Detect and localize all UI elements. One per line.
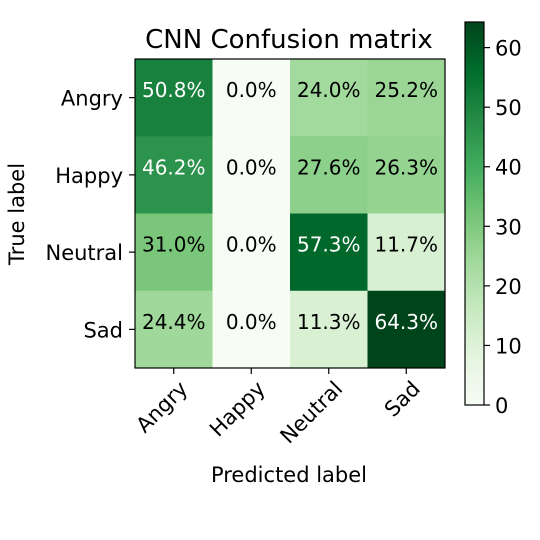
heatmap-cell-happy-happy xyxy=(212,136,291,214)
y-tick-label: Happy xyxy=(55,164,123,188)
heatmap-cell-label: 0.0% xyxy=(226,78,277,102)
plot-frame xyxy=(134,58,446,369)
heatmap-cell-label: 26.3% xyxy=(374,155,438,179)
heatmap-cell-label: 11.3% xyxy=(297,310,361,334)
heatmap-cell-neutral-neutral xyxy=(290,213,368,292)
y-tick-label: Sad xyxy=(83,318,123,342)
colorbar-tick-label: 0 xyxy=(495,394,508,418)
heatmap-cell-label: 64.3% xyxy=(374,310,438,334)
heatmap-cell-label: 0.0% xyxy=(226,155,277,179)
y-axis-ticks: Angry Happy Neutral Sad xyxy=(45,87,135,342)
heatmap-cell-labels: 50.8% 0.0% 24.0% 25.2% 46.2% 0.0% 27.6% 26.3% 31… xyxy=(142,78,438,334)
heatmap-cell-label: 0.0% xyxy=(226,310,277,334)
heatmap-cell-sad-sad xyxy=(367,290,446,369)
heatmap-cell-neutral-angry xyxy=(135,213,213,292)
heatmap-cell-angry-angry xyxy=(135,59,213,137)
heatmap-cell-label: 27.6% xyxy=(297,155,361,179)
x-tick-label: Angry xyxy=(131,377,192,438)
colorbar-tick-label: 30 xyxy=(495,215,522,239)
heatmap-cell-sad-angry xyxy=(135,290,213,369)
heatmap-cell-happy-neutral xyxy=(290,136,368,214)
heatmap-cells xyxy=(135,59,446,369)
colorbar-tick-label: 50 xyxy=(495,96,522,120)
x-tick-label: Neutral xyxy=(276,377,348,449)
heatmap-cell-happy-sad xyxy=(367,136,446,214)
y-tick-label: Angry xyxy=(61,87,123,111)
y-tick-label: Neutral xyxy=(45,241,123,265)
heatmap-cell-neutral-happy xyxy=(212,213,291,292)
colorbar-tick-label: 60 xyxy=(495,37,522,61)
heatmap-cell-label: 31.0% xyxy=(142,233,206,257)
colorbar-tick-label: 10 xyxy=(495,334,522,358)
heatmap-cell-label: 24.4% xyxy=(142,310,206,334)
x-tick-label: Sad xyxy=(380,377,425,422)
heatmap-cell-angry-happy xyxy=(212,59,291,137)
colorbar-ticks: 0 10 20 30 40 50 60 xyxy=(484,37,522,418)
heatmap-cell-neutral-sad xyxy=(367,213,446,292)
heatmap-cell-sad-happy xyxy=(212,290,291,369)
y-axis-label: True label xyxy=(5,163,29,266)
heatmap-cell-label: 24.0% xyxy=(297,78,361,102)
colorbar-tick-label: 20 xyxy=(495,275,522,299)
heatmap-cell-label: 25.2% xyxy=(374,78,438,102)
heatmap-cell-label: 11.7% xyxy=(374,233,438,257)
x-tick-label: Happy xyxy=(205,377,270,442)
heatmap-cell-label: 0.0% xyxy=(226,233,277,257)
colorbar xyxy=(464,21,485,406)
heatmap-cell-sad-neutral xyxy=(290,290,368,369)
heatmap-cell-happy-angry xyxy=(135,136,213,214)
chart-title: CNN Confusion matrix xyxy=(145,25,433,55)
heatmap-cell-label: 57.3% xyxy=(297,233,361,257)
x-axis-ticks: Angry Happy Neutral Sad xyxy=(131,368,425,449)
heatmap-cell-angry-sad xyxy=(367,59,446,137)
x-axis-label: Predicted label xyxy=(211,463,367,487)
heatmap-cell-label: 46.2% xyxy=(142,155,206,179)
heatmap-cell-angry-neutral xyxy=(290,59,368,137)
colorbar-tick-label: 40 xyxy=(495,156,522,180)
heatmap-cell-label: 50.8% xyxy=(142,78,206,102)
